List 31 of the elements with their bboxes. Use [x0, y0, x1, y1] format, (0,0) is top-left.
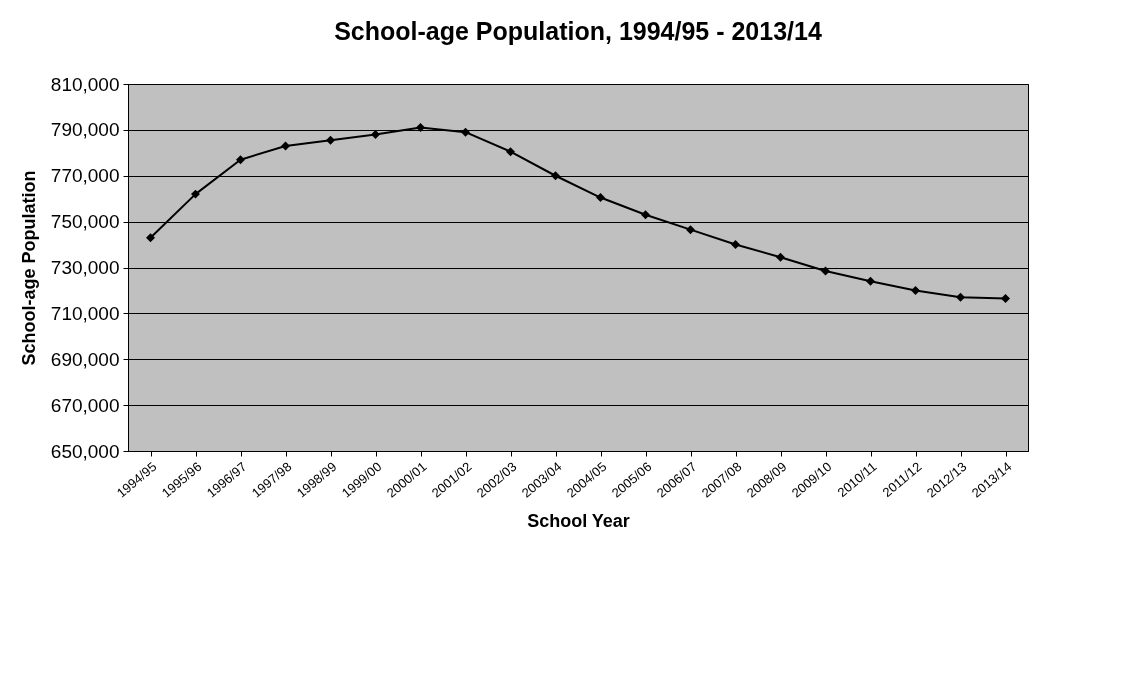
point	[1001, 293, 1010, 303]
y-tick-label: 690,000	[50, 348, 120, 370]
point	[911, 285, 920, 295]
point	[821, 266, 830, 276]
y-tick-label: 790,000	[50, 119, 120, 141]
point	[236, 155, 245, 165]
point	[956, 292, 965, 302]
y-tick-label: 750,000	[50, 211, 120, 233]
point	[731, 240, 740, 250]
point	[686, 225, 695, 235]
x-axis-title: School Year	[527, 510, 630, 531]
y-tick-label: 710,000	[50, 302, 120, 324]
point	[776, 252, 785, 262]
point	[146, 233, 155, 243]
point	[326, 135, 335, 145]
y-tick-label: 810,000	[50, 73, 120, 95]
y-tick-label: 770,000	[50, 165, 120, 187]
point	[596, 193, 605, 203]
y-tick-label: 730,000	[50, 257, 120, 278]
chart-title: School-age Population, 1994/95 - 2013/14	[334, 17, 822, 45]
point	[866, 276, 875, 286]
point	[416, 123, 425, 133]
point	[551, 171, 560, 181]
point	[641, 210, 650, 220]
point	[506, 147, 515, 157]
point	[281, 141, 290, 151]
point	[461, 127, 470, 137]
y-tick-label: 650,000	[50, 440, 120, 462]
point	[191, 189, 200, 199]
y-tick-label: 670,000	[50, 394, 120, 416]
y-axis-title: School-age Population	[18, 170, 39, 366]
